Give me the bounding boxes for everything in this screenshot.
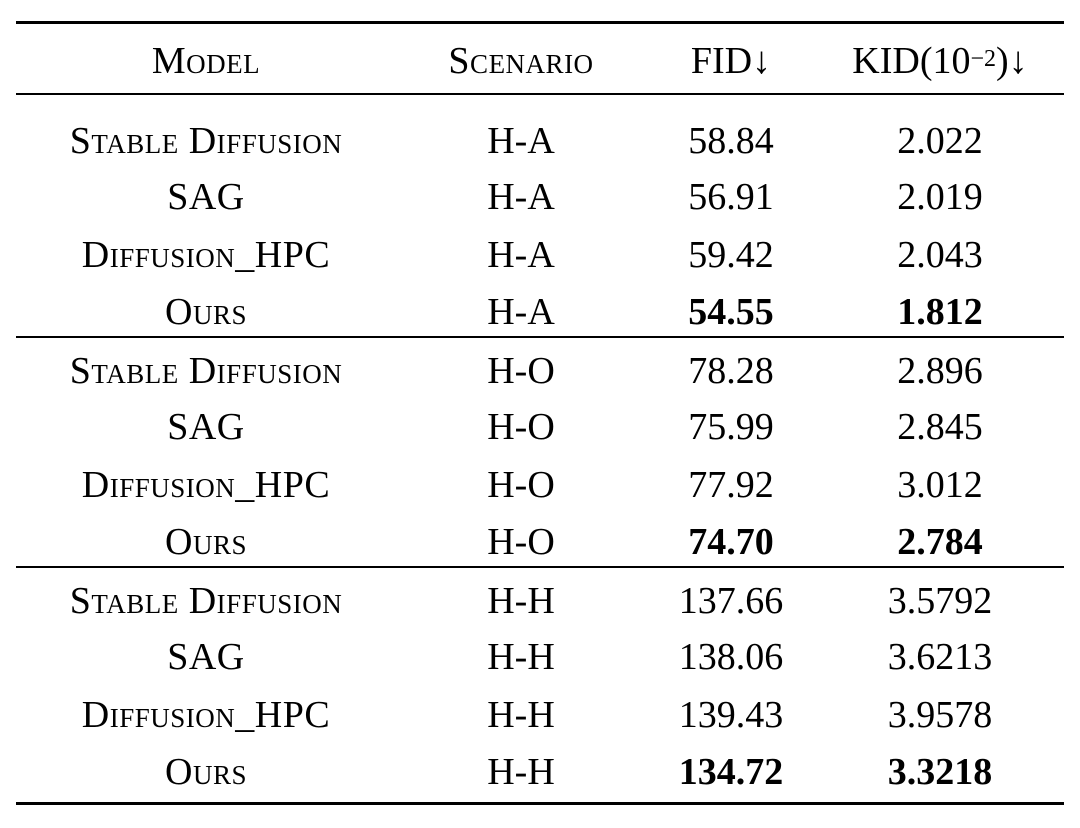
scenario-cell: H-A [487,119,555,162]
fid-cell: 138.06 [678,635,784,678]
model-cell: Diffusion_HPC [81,463,331,506]
kid-cell: 3.012 [897,463,983,506]
fid-cell: 137.66 [678,579,784,622]
table-row: Diffusion_HPC H-A 59.42 2.043 [16,226,1064,283]
scenario-cell: H-A [487,175,555,218]
fid-cell: 74.70 [688,520,774,563]
scenario-cell: H-O [487,405,555,448]
table-row: Ours H-H 134.72 3.3218 [16,743,1064,800]
model-cell: Diffusion_HPC [81,693,331,736]
table-row: SAG H-H 138.06 3.6213 [16,628,1064,685]
model-cell: SAG [167,635,245,678]
table-row: Diffusion_HPC H-H 139.43 3.9578 [16,686,1064,743]
scenario-cell: H-H [487,693,555,736]
bottom-rule [16,802,1064,805]
kid-cell: 2.896 [897,349,983,392]
model-cell: Ours [165,290,247,333]
header-fid: FID↓ [690,39,772,82]
table-row: Stable Diffusion H-A 58.84 2.022 [16,112,1064,169]
model-cell: SAG [167,405,245,448]
header-row: Model Scenario FID↓ KID(10 −2)↓ [16,32,1064,89]
model-cell: Stable Diffusion [69,579,343,622]
top-rule [16,21,1064,24]
fid-cell: 59.42 [688,233,774,276]
kid-cell: 2.845 [897,405,983,448]
fid-cell: 78.28 [688,349,774,392]
model-cell: Stable Diffusion [69,119,343,162]
table-row: Ours H-A 54.55 1.812 [16,283,1064,340]
fid-cell: 56.91 [688,175,774,218]
kid-cell: 2.019 [897,175,983,218]
kid-cell: 3.3218 [887,750,993,793]
group-separator-2 [16,566,1064,568]
scenario-cell: H-H [487,750,555,793]
model-cell: Ours [165,750,247,793]
table-row: Stable Diffusion H-H 137.66 3.5792 [16,572,1064,629]
scenario-cell: H-O [487,349,555,392]
model-cell: Stable Diffusion [69,349,343,392]
kid-cell: 3.5792 [887,579,993,622]
header-kid-suffix: )↓ [996,39,1028,82]
table-row: Diffusion_HPC H-O 77.92 3.012 [16,456,1064,513]
kid-cell: 3.6213 [887,635,993,678]
scenario-cell: H-O [487,463,555,506]
scenario-cell: H-H [487,635,555,678]
header-kid-prefix: KID(10 [852,39,971,82]
header-rule [16,93,1064,95]
table-row: SAG H-O 75.99 2.845 [16,398,1064,455]
fid-cell: 77.92 [688,463,774,506]
model-cell: Ours [165,520,247,563]
scenario-cell: H-A [487,233,555,276]
model-cell: SAG [167,175,245,218]
kid-cell: 2.022 [897,119,983,162]
kid-cell: 3.9578 [887,693,993,736]
fid-cell: 58.84 [688,119,774,162]
table-row: Ours H-O 74.70 2.784 [16,513,1064,570]
fid-cell: 134.72 [678,750,784,793]
header-scenario: Scenario [448,39,594,82]
kid-cell: 2.043 [897,233,983,276]
model-cell: Diffusion_HPC [81,233,331,276]
fid-cell: 139.43 [678,693,784,736]
header-kid: KID(10 −2)↓ [852,39,1028,82]
group-separator-1 [16,336,1064,338]
scenario-cell: H-A [487,290,555,333]
fid-cell: 54.55 [688,290,774,333]
scenario-cell: H-O [487,520,555,563]
scenario-cell: H-H [487,579,555,622]
table-row: Stable Diffusion H-O 78.28 2.896 [16,342,1064,399]
table-row: SAG H-A 56.91 2.019 [16,168,1064,225]
kid-cell: 2.784 [897,520,983,563]
fid-cell: 75.99 [688,405,774,448]
kid-cell: 1.812 [897,290,983,333]
header-model: Model [151,39,261,82]
